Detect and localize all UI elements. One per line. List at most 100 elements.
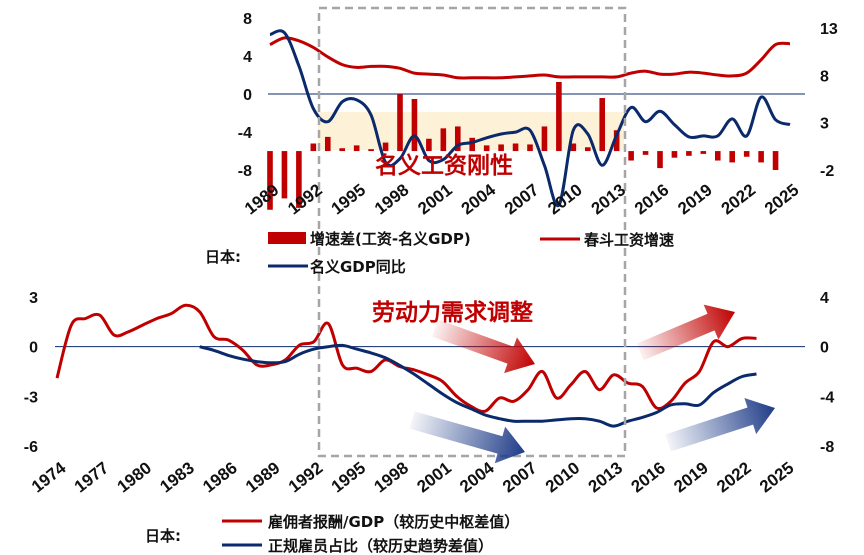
y-tick-right-bottom: -8: [820, 439, 834, 456]
wage-gap-bar: [426, 138, 432, 152]
wage-gap-bar: [657, 151, 663, 169]
wage-gap-bar: [397, 94, 403, 152]
annotation-top: 名义工资刚性: [375, 152, 513, 179]
wage-gap-bar: [324, 136, 331, 152]
x-tick-top: 2025: [761, 180, 803, 218]
x-tick-bottom: 2019: [670, 458, 712, 496]
x-tick-bottom: 2007: [499, 458, 541, 496]
x-tick-top: 1989: [241, 180, 283, 218]
legend-label-bar: 增速差(工资-名义GDP): [310, 230, 471, 248]
y-tick-left-top: 4: [243, 49, 252, 66]
wage-gap-bar: [527, 144, 533, 152]
x-tick-bottom: 2001: [413, 458, 455, 496]
legend-label-wage: 春斗工资增速: [584, 231, 674, 249]
wage-gap-bar: [570, 143, 577, 152]
annotation-bottom: 劳动力需求调整: [372, 299, 533, 326]
x-tick-top: 2022: [718, 180, 760, 218]
y-tick-right-bottom: -4: [820, 389, 834, 406]
x-tick-top: 2007: [501, 180, 543, 218]
wage-gap-bar: [541, 126, 548, 152]
y-tick-right-bottom: 4: [820, 290, 829, 307]
wage-gap-bar: [296, 151, 302, 208]
x-tick-bottom: 2010: [542, 458, 584, 496]
arrow-down-red-shape: [431, 319, 536, 374]
y-tick-left-top: -8: [238, 163, 252, 180]
y-tick-right-top: 8: [820, 68, 829, 85]
wage-gap-bar: [368, 149, 374, 152]
wage-gap-bar: [440, 128, 447, 152]
wage-gap-bar: [498, 144, 504, 152]
y-tick-right-top: -2: [820, 163, 834, 180]
y-tick-right-top: 13: [820, 21, 838, 38]
wage-gap-bar: [642, 151, 649, 155]
y-tick-left-bottom: -6: [24, 439, 38, 456]
wage-gap-bar: [599, 98, 606, 152]
legend-label-gdp: 名义GDP同比: [310, 258, 406, 276]
arrow-down-red: [431, 319, 536, 374]
wage-gap-bar: [454, 126, 461, 152]
x-tick-bottom: 1980: [114, 458, 156, 496]
x-tick-bottom: 1986: [199, 458, 241, 496]
wage-gap-bar: [628, 151, 634, 161]
arrow-up-red-shape: [636, 304, 736, 361]
arrow-down-navy: [409, 411, 526, 464]
wage-gap-bar: [382, 142, 389, 152]
wage-gap-bar: [353, 145, 360, 152]
legend-label-compensation: 雇佣者报酬/GDP（较历史中枢差值）: [268, 513, 519, 531]
legend-prefix-bottom: 日本:: [145, 527, 181, 545]
x-tick-top: 2019: [674, 180, 716, 218]
wage-gap-bar: [743, 151, 750, 157]
x-tick-bottom: 1989: [242, 458, 284, 496]
x-tick-bottom: 1977: [71, 458, 113, 496]
wage-gap-bar: [310, 143, 317, 152]
arrow-down-navy-shape: [409, 411, 526, 464]
wage-gap-bar: [469, 137, 476, 152]
wage-gap-bar: [772, 151, 779, 170]
x-tick-top: 1995: [328, 180, 370, 218]
x-tick-top: 1998: [371, 180, 413, 218]
x-tick-top: 2004: [458, 180, 500, 219]
y-tick-right-bottom: 0: [820, 340, 829, 357]
y-tick-left-bottom: -3: [24, 389, 38, 406]
wage-gap-bar: [671, 151, 678, 158]
arrow-up-navy: [665, 398, 776, 452]
regular-employee-line: [199, 343, 757, 428]
x-tick-bottom: 2016: [627, 458, 669, 496]
arrow-up-navy-shape: [665, 398, 776, 452]
nominal-gdp-line: [269, 29, 791, 207]
x-tick-top: 2013: [588, 180, 630, 218]
y-tick-left-top: -4: [238, 125, 252, 142]
x-tick-bottom: 1974: [28, 458, 70, 497]
x-tick-bottom: 1995: [328, 458, 370, 496]
x-tick-bottom: 2013: [585, 458, 627, 496]
wage-gap-bar: [729, 151, 736, 163]
y-tick-left-bottom: 0: [29, 340, 38, 357]
x-tick-bottom: 1983: [156, 458, 198, 496]
wage-gap-bar: [714, 151, 721, 161]
x-tick-bottom: 2004: [456, 458, 498, 497]
x-tick-bottom: 1992: [285, 458, 327, 496]
x-tick-top: 2016: [631, 180, 673, 218]
arrow-up-red: [636, 304, 736, 361]
wage-gap-bar: [267, 151, 273, 210]
y-tick-left-bottom: 3: [29, 290, 38, 307]
legend-prefix-top: 日本:: [205, 248, 241, 266]
wage-gap-bar: [700, 151, 707, 154]
wage-gap-bar: [584, 147, 591, 152]
wage-gap-bar: [556, 81, 562, 152]
y-tick-left-top: 0: [243, 87, 252, 104]
x-tick-top: 2001: [414, 180, 456, 218]
shunto-wage-line: [269, 36, 791, 80]
wage-gap-bar: [339, 148, 346, 152]
x-tick-bottom: 2022: [713, 458, 755, 496]
wage-gap-bar: [686, 151, 692, 156]
y-tick-right-top: 3: [820, 116, 829, 133]
legend-label-regular: 正规雇员占比（较历史趋势差值）: [268, 537, 493, 555]
x-tick-bottom: 2025: [756, 458, 798, 496]
wage-gap-bar: [411, 99, 418, 152]
y-tick-left-top: 8: [243, 11, 252, 28]
wage-gap-bar: [281, 151, 288, 199]
wage-gap-bar: [758, 151, 764, 163]
wage-gap-bar: [613, 130, 620, 152]
